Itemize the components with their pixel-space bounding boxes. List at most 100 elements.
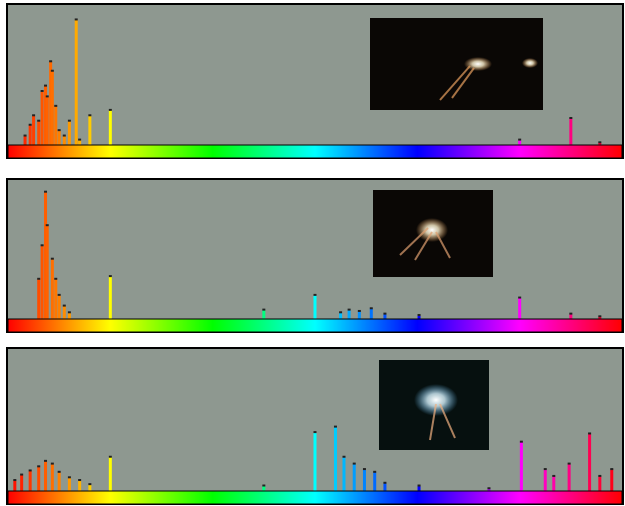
- bar: [44, 191, 48, 319]
- bar-tip: [598, 474, 602, 477]
- bar-tip: [54, 277, 58, 280]
- bar: [37, 466, 41, 491]
- bar-tip: [313, 431, 317, 434]
- bar: [45, 225, 49, 319]
- bar-tip: [313, 293, 317, 296]
- bar-tip: [108, 108, 112, 111]
- photo-inset: [370, 18, 543, 110]
- bar: [88, 115, 92, 145]
- bar-tip: [333, 425, 337, 428]
- bar: [333, 426, 337, 491]
- bar-tip: [262, 308, 266, 311]
- bar-tip: [373, 470, 377, 473]
- bar-tip: [57, 470, 61, 473]
- bar-tip: [67, 119, 71, 122]
- bar: [54, 105, 58, 145]
- bar-tip: [518, 296, 522, 299]
- bar: [383, 482, 387, 491]
- bar-tip: [588, 432, 592, 435]
- bar: [417, 314, 421, 319]
- bar: [342, 456, 346, 491]
- hue-strip: [7, 490, 623, 505]
- bar-tip: [262, 484, 266, 487]
- bar: [262, 485, 266, 491]
- bar: [369, 308, 373, 319]
- bar: [28, 470, 32, 491]
- bar: [45, 96, 49, 145]
- bar-tip: [45, 95, 49, 98]
- bar-tip: [417, 484, 421, 487]
- bar-tip: [50, 462, 54, 465]
- bar-tip: [610, 468, 614, 471]
- bar-tip: [50, 257, 54, 260]
- bar-tip: [37, 277, 41, 280]
- bar: [57, 471, 61, 491]
- photo-inset: [379, 360, 489, 450]
- bar: [519, 441, 523, 491]
- bar-tip: [45, 224, 49, 227]
- bar: [313, 294, 317, 319]
- bar-tip: [342, 455, 346, 458]
- bar: [262, 309, 266, 319]
- bar-tip: [362, 468, 366, 471]
- bar-tip: [67, 311, 71, 314]
- bar: [487, 488, 491, 491]
- bar-tip: [552, 474, 556, 477]
- bar-tip: [78, 138, 82, 141]
- bar-tip: [487, 487, 491, 490]
- bar-tip: [383, 312, 387, 315]
- bar: [78, 480, 82, 491]
- bar-tip: [347, 308, 351, 311]
- bar: [108, 456, 112, 491]
- bar: [373, 471, 377, 491]
- bar: [518, 297, 522, 319]
- bar-tip: [88, 114, 92, 117]
- bar-tip: [417, 313, 421, 316]
- bar: [108, 109, 112, 145]
- bar: [598, 142, 602, 145]
- bar-tip: [32, 114, 36, 117]
- bar: [598, 475, 602, 491]
- bar-tip: [62, 134, 66, 137]
- bar-tip: [357, 309, 361, 312]
- bar: [67, 312, 71, 319]
- bar: [32, 115, 36, 145]
- bar-tip: [519, 440, 523, 443]
- bar: [28, 124, 32, 145]
- bar-tip: [28, 123, 32, 126]
- bar-tip: [567, 462, 571, 465]
- bar: [62, 135, 66, 145]
- bar-tip: [49, 60, 53, 63]
- bar: [62, 305, 66, 319]
- bar: [44, 85, 48, 145]
- bar-tip: [23, 134, 27, 137]
- bar: [347, 309, 351, 319]
- bar: [569, 118, 573, 145]
- bar: [552, 475, 556, 491]
- bar: [417, 485, 421, 491]
- hue-strip: [7, 144, 623, 159]
- bar-tip: [57, 293, 61, 296]
- bar: [108, 276, 112, 319]
- bar: [567, 463, 571, 491]
- bar-tip: [37, 119, 41, 122]
- bar: [40, 91, 44, 145]
- bar-tip: [44, 459, 48, 462]
- bar-tip: [108, 455, 112, 458]
- bar-tip: [543, 468, 547, 471]
- bar: [50, 70, 54, 145]
- bar: [37, 278, 41, 319]
- bar-tip: [108, 275, 112, 278]
- bar-tip: [20, 473, 24, 476]
- bar: [74, 19, 78, 146]
- bar: [37, 120, 41, 145]
- bar-tip: [518, 138, 522, 141]
- bar-tip: [88, 483, 92, 486]
- bar: [44, 460, 48, 491]
- bar: [78, 139, 82, 145]
- bar-tip: [40, 90, 44, 92]
- bar: [54, 278, 58, 319]
- bar: [20, 474, 24, 491]
- bar-tip: [37, 465, 41, 468]
